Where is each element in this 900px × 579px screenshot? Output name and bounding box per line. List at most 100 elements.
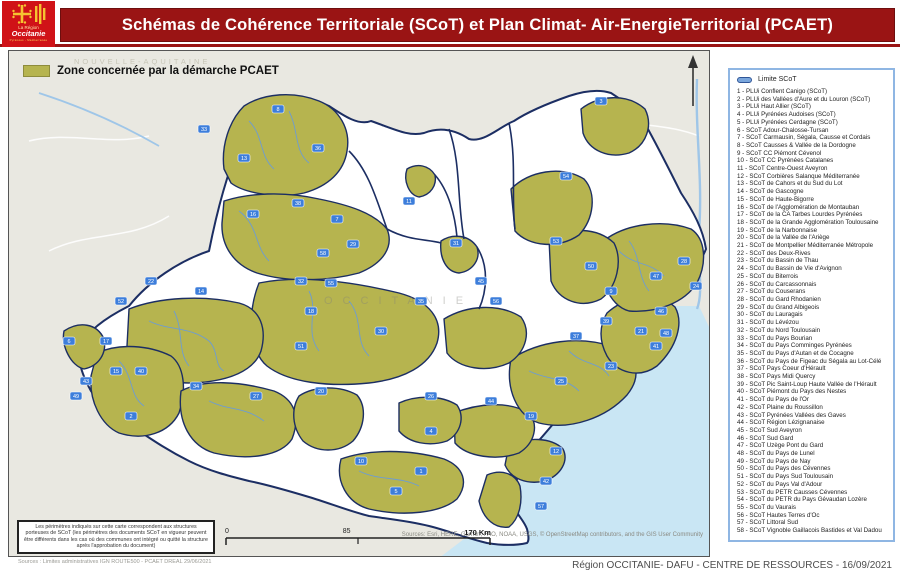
map-badge: 46 <box>654 306 668 316</box>
map-number-badges: 1234567891011121314151617181920212223242… <box>62 96 703 511</box>
map-badge: 37 <box>569 331 583 341</box>
svg-text:8: 8 <box>276 107 279 113</box>
svg-text:49: 49 <box>73 394 79 400</box>
svg-text:46: 46 <box>658 309 664 315</box>
legend-item: 29 - SCoT du Grand Albigeois <box>737 303 820 311</box>
svg-text:2: 2 <box>129 414 132 420</box>
pcaet-zone <box>443 306 528 370</box>
map-badge: 55 <box>324 278 338 288</box>
svg-text:43: 43 <box>83 379 89 385</box>
map-badge: 40 <box>134 366 148 376</box>
legend-item: 58 - SCoT Vignoble Gaillacois Bastides e… <box>737 527 882 535</box>
pcaet-zones <box>62 93 705 528</box>
legend-item: 47 - SCoT Uzège Pont du Gard <box>737 442 824 450</box>
legend-item: 14 - SCoT de Gascogne <box>737 188 804 196</box>
perimeter-note-text: Les périmètres indiqués sur cette carte … <box>24 524 208 550</box>
map-badge: 3 <box>594 96 608 106</box>
legend-header: Limite SCoT <box>737 76 888 83</box>
occitan-cross-icon <box>11 4 45 24</box>
svg-text:27: 27 <box>253 394 259 400</box>
svg-text:26: 26 <box>428 394 434 400</box>
pcaet-zone <box>293 387 364 451</box>
pcaet-zone-swatch <box>23 65 50 77</box>
credit-text: Région OCCITANIE- DAFU - CENTRE DE RESSO… <box>572 560 892 571</box>
map-sources-text: Sources : Limites administratives IGN RO… <box>18 559 212 565</box>
map-badge: 49 <box>69 391 83 401</box>
svg-text:35: 35 <box>418 299 424 305</box>
map-badge: 26 <box>424 391 438 401</box>
pcaet-zone <box>250 278 440 386</box>
map-badge: 31 <box>449 238 463 248</box>
legend-item: 50 - SCoT du Pays des Cévennes <box>737 465 831 473</box>
map-badge: 17 <box>99 336 113 346</box>
svg-text:45: 45 <box>478 279 484 285</box>
svg-text:15: 15 <box>113 369 119 375</box>
legend-item: 2 - PLUi des Vallées d'Aure et du Louron… <box>737 95 871 103</box>
legend-item: 36 - SCoT du Pays de Figeac du Ségala au… <box>737 357 882 365</box>
map-badge: 15 <box>109 366 123 376</box>
esri-sources-text: Sources: Esri, HERE, Garmin, FAO, NOAA, … <box>401 532 703 538</box>
svg-text:29: 29 <box>350 242 356 248</box>
legend-item: 18 - SCoT de la Grande Agglomération Tou… <box>737 218 879 226</box>
map-badge: 14 <box>194 286 208 296</box>
label-nouvelle-aquitaine: NOUVELLE-AQUITAINE <box>74 57 210 66</box>
map-badge: 29 <box>346 239 360 249</box>
map-badge: 28 <box>677 256 691 266</box>
map-badge: 33 <box>197 124 211 134</box>
legend-item: 15 - SCoT de Haute-Bigorre <box>737 195 814 203</box>
map-badge: 8 <box>271 104 285 114</box>
map-badge: 54 <box>559 171 573 181</box>
svg-text:25: 25 <box>558 379 564 385</box>
map-badge: 39 <box>599 316 613 326</box>
pcaet-zone <box>548 229 619 304</box>
map-badge: 50 <box>584 261 598 271</box>
pcaet-zone <box>338 450 465 514</box>
legend-item: 42 - SCoT Plaine du Roussillon <box>737 403 823 411</box>
svg-text:37: 37 <box>573 334 579 340</box>
pcaet-zone <box>222 93 349 197</box>
legend-item: 4 - PLUi Pyrénées Audoises (SCoT) <box>737 111 836 119</box>
map-badge: 9 <box>604 286 618 296</box>
map-badge: 23 <box>604 361 618 371</box>
map-frame: NOUVELLE-AQUITAINE OCCITANIE 1 2 3 4 5 6 7 8 9 10… <box>8 50 710 557</box>
legend-item: 51 - SCoT du Pays Sud Toulousain <box>737 473 834 481</box>
legend-item: 31 - SCoT du Lévézou <box>737 319 799 327</box>
map-badge: 41 <box>649 341 663 351</box>
svg-text:28: 28 <box>681 259 687 265</box>
legend-item: 23 - SCoT du Bassin de Thau <box>737 257 819 265</box>
legend-item: 19 - SCoT de la Narbonnaise <box>737 226 818 234</box>
svg-text:5: 5 <box>394 489 397 495</box>
page-title: Schémas de Cohérence Territoriale (SCoT)… <box>121 15 834 34</box>
svg-text:10: 10 <box>358 459 364 465</box>
svg-text:40: 40 <box>138 369 144 375</box>
legend-item: 13 - SCoT de Cahors et du Sud du Lot <box>737 180 843 188</box>
legend-item: 25 - SCoT du Biterrois <box>737 272 799 280</box>
map-badge: 27 <box>249 391 263 401</box>
pcaet-zone <box>508 340 637 426</box>
map-badge: 20 <box>314 386 328 396</box>
pcaet-zone <box>398 396 462 445</box>
svg-text:44: 44 <box>488 399 494 405</box>
svg-text:57: 57 <box>538 504 544 510</box>
map-badge: 36 <box>311 143 325 153</box>
occitanie-logo: La Région Occitanie Pyrénées - Méditerra… <box>2 1 55 47</box>
svg-text:12: 12 <box>553 449 559 455</box>
perimeter-note-box: Les périmètres indiqués sur cette carte … <box>17 520 215 554</box>
svg-text:6: 6 <box>67 339 70 345</box>
scale-end-label: 170 Km <box>464 528 491 537</box>
limite-scot-label: Limite SCoT <box>758 76 797 83</box>
svg-text:4: 4 <box>429 429 432 435</box>
pcaet-zone <box>580 97 650 156</box>
epci-boundary-lines <box>118 110 665 487</box>
legend-item: 22 - SCoT des Deux-Rives <box>737 249 811 257</box>
svg-text:56: 56 <box>493 299 499 305</box>
legend-item: 40 - SCoT Piémont du Pays des Nestes <box>737 388 847 396</box>
legend-item: 16 - SCoT de l'Agglomération de Montauba… <box>737 203 860 211</box>
map-canvas: NOUVELLE-AQUITAINE OCCITANIE 12345678910… <box>9 51 709 556</box>
map-badge: 24 <box>689 281 703 291</box>
svg-text:48: 48 <box>663 331 669 337</box>
svg-text:7: 7 <box>335 217 338 223</box>
svg-text:16: 16 <box>250 212 256 218</box>
legend-item: 57 - SCoT Littoral Sud <box>737 519 799 527</box>
